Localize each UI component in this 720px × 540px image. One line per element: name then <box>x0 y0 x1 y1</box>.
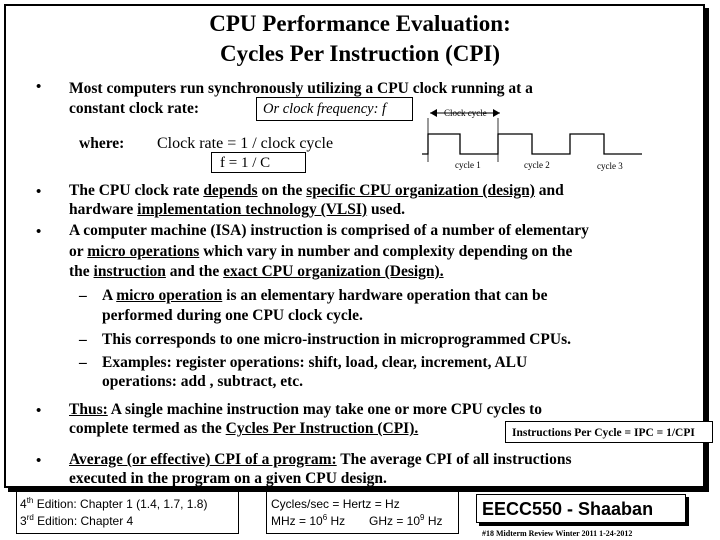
bullet-4-text-b: complete termed as the <box>69 420 226 437</box>
clock-signal-line <box>422 133 642 155</box>
clock-frequency-box: Or clock frequency: f <box>256 97 413 121</box>
mhz-definition: MHz = 106 Hz <box>271 513 346 529</box>
hertz-box: Cycles/sec = Hertz = Hz MHz = 106 Hz GHz… <box>266 491 459 534</box>
mhz-exponent: 6 <box>322 513 328 522</box>
bullet-2-text-b: on the <box>257 182 307 199</box>
edition-3-chapters: Edition: Chapter 4 <box>33 514 134 528</box>
slide-title-line1: CPU Performance Evaluation: <box>209 11 511 36</box>
bullet-4-line2: complete termed as the Cycles Per Instru… <box>69 419 418 438</box>
clock-waveform-diagram <box>422 109 642 162</box>
bullet-5-line1: Average (or effective) CPI of a program:… <box>69 450 572 469</box>
edition-reference-box: 4th Edition: Chapter 1 (1.4, 1.7, 1.8) 3… <box>16 491 239 534</box>
sub-bullet-2-text: This corresponds to one micro-instructio… <box>102 331 572 348</box>
sub-bullet-1-text-a: A <box>102 287 117 304</box>
cycle-label-2: cycle 2 <box>524 160 550 170</box>
bullet-2-glyph: • <box>36 184 42 200</box>
edition-4-number: 4 <box>20 497 27 511</box>
edition-3-reference: 3rd Edition: Chapter 4 <box>20 513 134 529</box>
sub-bullet-3-dash: – <box>79 354 87 371</box>
frequency-formula-box: f = 1 / C <box>211 152 306 173</box>
bullet-4-text-a: A single machine instruction may take on… <box>107 401 543 418</box>
frequency-formula: f = 1 / C <box>220 155 271 171</box>
bullet-3-text-a: or <box>69 243 88 260</box>
clock-rate-definition: Clock rate = 1 / clock cycle <box>157 135 334 152</box>
bullet-4-glyph: • <box>36 403 42 419</box>
bullet-3-line2: or micro operations which vary in number… <box>69 242 572 261</box>
bullet-3-glyph: • <box>36 224 42 240</box>
ghz-base: GHz = 10 <box>369 514 421 528</box>
edition-4-reference: 4th Edition: Chapter 1 (1.4, 1.7, 1.8) <box>20 496 208 512</box>
edition-3-suffix: rd <box>26 513 34 522</box>
sub-bullet-1-micro-operation: micro operation <box>116 287 223 304</box>
bullet-5-line2: executed in the program on a given CPU d… <box>69 470 387 487</box>
ipc-formula: Instructions Per Cycle = IPC = 1/CPI <box>512 427 695 439</box>
bullet-1-line1: Most computers run synchronously utilizi… <box>69 80 533 97</box>
bullet-3-text-b: which vary in number and complexity depe… <box>199 243 573 260</box>
sub-bullet-3-line1: Examples: register operations: shift, lo… <box>102 354 528 371</box>
edition-4-chapters: Edition: Chapter 1 (1.4, 1.7, 1.8) <box>33 497 208 511</box>
slide-title-line2: Cycles Per Instruction (CPI) <box>220 41 500 66</box>
hertz-definition: Cycles/sec = Hertz = Hz <box>271 497 400 511</box>
sub-bullet-1-dash: – <box>79 287 87 304</box>
bullet-2-text-d: hardware <box>69 201 138 218</box>
sub-bullet-2-dash: – <box>79 331 87 348</box>
bullet-3-micro-operations: micro operations <box>87 243 200 260</box>
sub-bullet-1-line2: performed during one CPU clock cycle. <box>102 307 363 324</box>
clock-cycle-arrow-left <box>430 109 437 117</box>
bullet-1-line2: constant clock rate: <box>69 100 199 117</box>
bullet-2-text-c: and <box>534 182 564 199</box>
cycle-label-1: cycle 1 <box>455 160 481 170</box>
ipc-box: Instructions Per Cycle = IPC = 1/CPI <box>505 421 713 443</box>
course-name: EECC550 - Shaaban <box>482 499 654 519</box>
bullet-3-line1: A computer machine (ISA) instruction is … <box>69 222 589 239</box>
sub-bullet-1-line1: A micro operation is an elementary hardw… <box>102 286 547 305</box>
bullet-3-text-d: and the <box>165 263 224 280</box>
where-label: where: <box>79 135 125 152</box>
bullet-3-instruction: instruction <box>93 263 166 280</box>
bullet-2-line1: The CPU clock rate depends on the specif… <box>69 181 564 200</box>
bullet-4-thus: Thus: <box>69 401 108 418</box>
ghz-exponent: 9 <box>420 513 425 522</box>
bullet-5-average-cpi: Average (or effective) CPI of a program: <box>69 451 337 468</box>
bullet-2-implementation-technology: implementation technology (VLSI) <box>137 201 368 218</box>
cycle-label-3: cycle 3 <box>597 161 623 171</box>
bullet-1-glyph: • <box>36 79 42 95</box>
bullet-2-line2: hardware implementation technology (VLSI… <box>69 200 405 219</box>
sub-bullet-3-line2: operations: add , subtract, etc. <box>102 373 304 390</box>
slide-info: #18 Midterm Review Winter 2011 1-24-2012 <box>482 529 633 538</box>
bullet-3-text-c: the <box>69 263 94 280</box>
edition-3-number: 3 <box>20 514 27 528</box>
bullet-3-exact-organization: exact CPU organization (Design). <box>223 263 444 280</box>
bullet-4-cpi: Cycles Per Instruction (CPI). <box>225 420 419 437</box>
bullet-4-line1: Thus: A single machine instruction may t… <box>69 400 542 419</box>
ghz-definition: GHz = 109 Hz <box>369 513 443 529</box>
course-box: EECC550 - Shaaban <box>476 494 686 523</box>
clock-frequency-text: Or clock frequency: f <box>263 101 387 117</box>
bullet-5-text-a: The average CPI of all instructions <box>336 451 572 468</box>
clock-cycle-arrow-right <box>493 109 500 117</box>
bullet-2-depends: depends <box>203 182 258 199</box>
bullet-3-line3: the instruction and the exact CPU organi… <box>69 262 444 281</box>
mhz-base: MHz = 10 <box>271 514 323 528</box>
mhz-unit: Hz <box>327 514 346 528</box>
slide-frame <box>4 4 705 488</box>
ghz-unit: Hz <box>424 514 443 528</box>
bullet-2-text-e: used. <box>367 201 405 218</box>
clock-cycle-label: Clock cycle <box>444 108 487 118</box>
sub-bullet-1-text-b: is an elementary hardware operation that… <box>222 287 548 304</box>
edition-4-suffix: th <box>26 496 34 505</box>
bullet-5-glyph: • <box>36 453 42 469</box>
bullet-2-text-a: The CPU clock rate <box>69 182 204 199</box>
bullet-2-specific-organization: specific CPU organization (design) <box>306 182 535 199</box>
